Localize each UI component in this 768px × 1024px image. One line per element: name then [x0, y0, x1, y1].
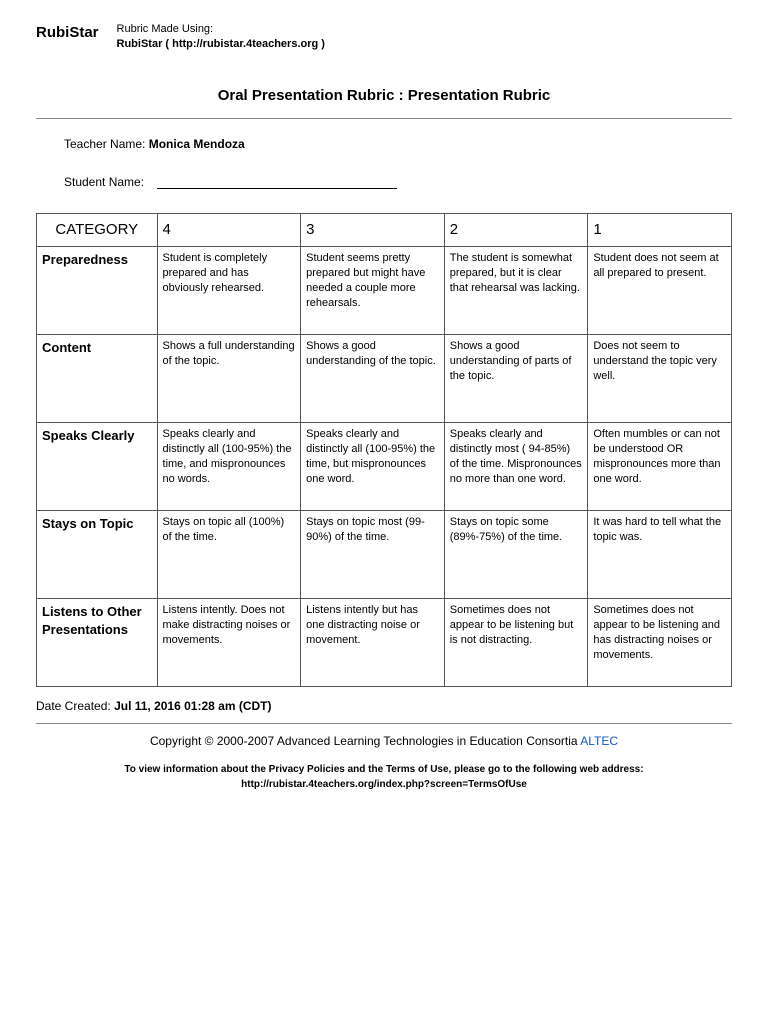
- category-cell: Content: [37, 335, 158, 423]
- teacher-line: Teacher Name: Monica Mendoza: [64, 137, 732, 151]
- rubric-cell: Student is completely prepared and has o…: [157, 247, 301, 335]
- rubric-cell: Speaks clearly and distinctly all (100-9…: [301, 423, 445, 511]
- col-score-4: 4: [157, 213, 301, 246]
- rubric-table: CATEGORY 4 3 2 1 Preparedness Student is…: [36, 213, 732, 687]
- rubric-cell: Speaks clearly and distinctly most ( 94-…: [444, 423, 588, 511]
- teacher-name: Monica Mendoza: [149, 137, 245, 151]
- category-cell: Preparedness: [37, 247, 158, 335]
- col-category: CATEGORY: [37, 213, 158, 246]
- made-using-source: RubiStar ( http://rubistar.4teachers.org…: [117, 37, 325, 52]
- rubric-cell: It was hard to tell what the topic was.: [588, 511, 732, 599]
- header: RubiStar Rubric Made Using: RubiStar ( h…: [36, 22, 732, 53]
- table-row: Stays on Topic Stays on topic all (100%)…: [37, 511, 732, 599]
- table-row: Listens to Other Presentations Listens i…: [37, 599, 732, 687]
- col-score-1: 1: [588, 213, 732, 246]
- category-cell: Speaks Clearly: [37, 423, 158, 511]
- col-score-3: 3: [301, 213, 445, 246]
- terms-block: To view information about the Privacy Po…: [36, 762, 732, 792]
- student-line: Student Name:: [64, 175, 732, 189]
- document-page: RubiStar Rubric Made Using: RubiStar ( h…: [0, 0, 768, 1024]
- title-divider: [36, 118, 732, 119]
- table-row: Preparedness Student is completely prepa…: [37, 247, 732, 335]
- rubric-cell: The student is somewhat prepared, but it…: [444, 247, 588, 335]
- student-label: Student Name:: [64, 175, 144, 189]
- rubric-cell: Shows a full understanding of the topic.: [157, 335, 301, 423]
- rubric-cell: Shows a good understanding of parts of t…: [444, 335, 588, 423]
- col-score-2: 2: [444, 213, 588, 246]
- rubric-title: Oral Presentation Rubric : Presentation …: [36, 87, 732, 104]
- category-cell: Stays on Topic: [37, 511, 158, 599]
- site-logo: RubiStar: [36, 24, 99, 41]
- copyright-text: Copyright © 2000-2007 Advanced Learning …: [150, 734, 580, 748]
- rubric-cell: Stays on topic some (89%-75%) of the tim…: [444, 511, 588, 599]
- rubric-cell: Student does not seem at all prepared to…: [588, 247, 732, 335]
- rubric-cell: Stays on topic all (100%) of the time.: [157, 511, 301, 599]
- made-using-block: Rubric Made Using: RubiStar ( http://rub…: [117, 22, 325, 53]
- terms-line1: To view information about the Privacy Po…: [66, 762, 702, 777]
- rubric-cell: Shows a good understanding of the topic.: [301, 335, 445, 423]
- rubric-cell: Sometimes does not appear to be listenin…: [588, 599, 732, 687]
- rubric-cell: Listens intently. Does not make distract…: [157, 599, 301, 687]
- altec-link[interactable]: ALTEC: [580, 734, 618, 748]
- category-cell: Listens to Other Presentations: [37, 599, 158, 687]
- table-row: Content Shows a full understanding of th…: [37, 335, 732, 423]
- date-label: Date Created:: [36, 699, 111, 713]
- footer-divider: [36, 723, 732, 724]
- rubric-cell: Listens intently but has one distracting…: [301, 599, 445, 687]
- rubric-cell: Student seems pretty prepared but might …: [301, 247, 445, 335]
- table-header-row: CATEGORY 4 3 2 1: [37, 213, 732, 246]
- date-created-line: Date Created: Jul 11, 2016 01:28 am (CDT…: [36, 699, 732, 713]
- rubric-cell: Speaks clearly and distinctly all (100-9…: [157, 423, 301, 511]
- table-row: Speaks Clearly Speaks clearly and distin…: [37, 423, 732, 511]
- made-using-label: Rubric Made Using:: [117, 22, 325, 37]
- student-name-blank: [157, 177, 397, 189]
- rubric-cell: Stays on topic most (99-90%) of the time…: [301, 511, 445, 599]
- rubric-cell: Does not seem to understand the topic ve…: [588, 335, 732, 423]
- teacher-label: Teacher Name:: [64, 137, 145, 151]
- date-value: Jul 11, 2016 01:28 am (CDT): [114, 699, 271, 713]
- rubric-cell: Sometimes does not appear to be listenin…: [444, 599, 588, 687]
- copyright-line: Copyright © 2000-2007 Advanced Learning …: [36, 734, 732, 748]
- terms-line2: http://rubistar.4teachers.org/index.php?…: [66, 777, 702, 792]
- rubric-cell: Often mumbles or can not be understood O…: [588, 423, 732, 511]
